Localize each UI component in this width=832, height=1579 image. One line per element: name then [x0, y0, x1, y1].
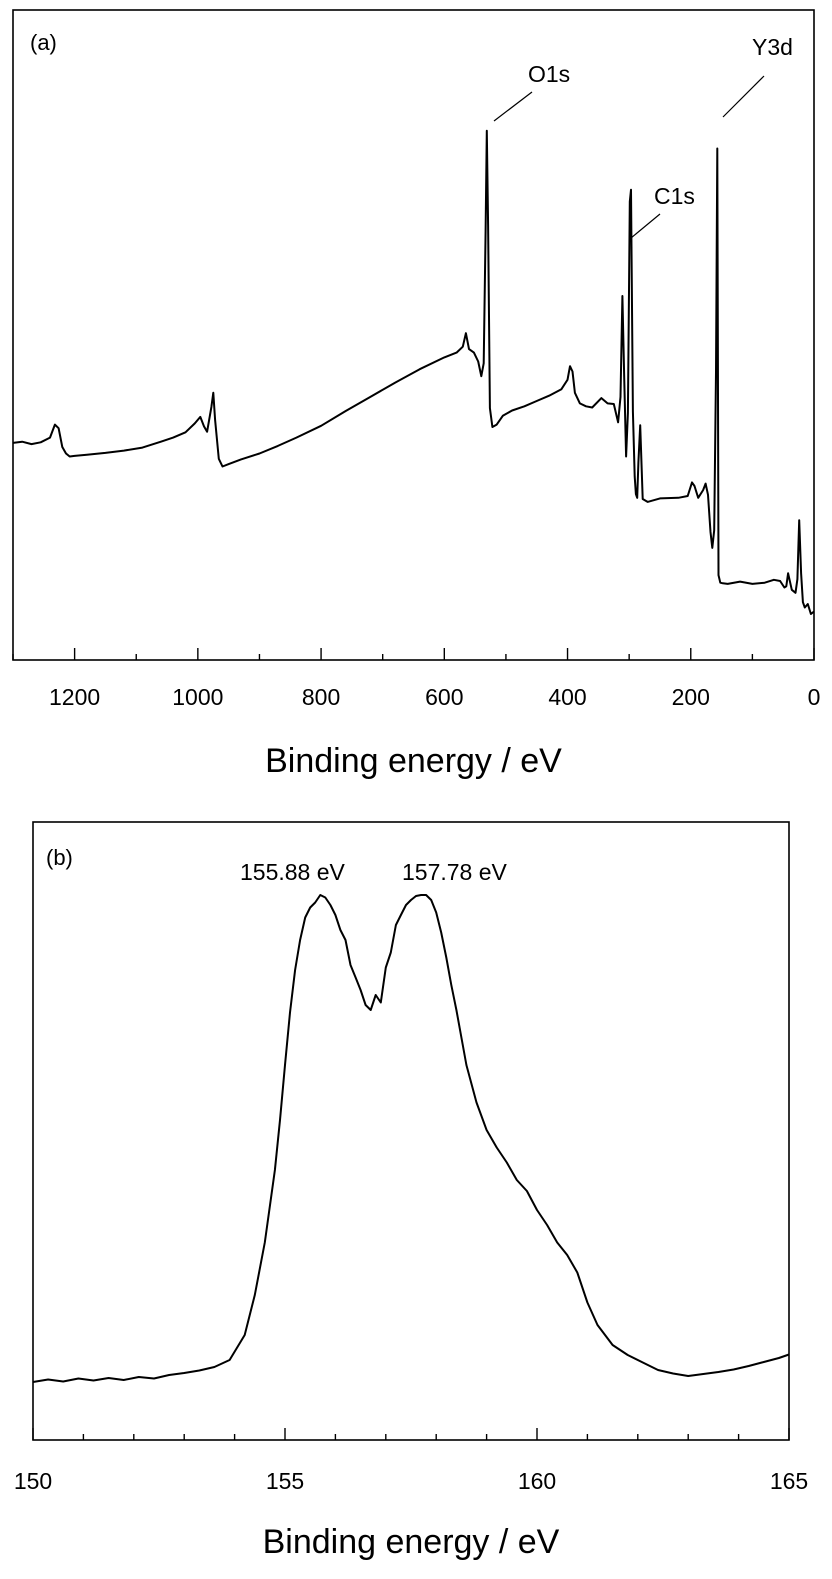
x-tick-label: 0: [808, 684, 821, 710]
x-tick-label: 1200: [49, 684, 100, 710]
plot-frame: [32, 821, 790, 1441]
x-tick-label: 200: [672, 684, 710, 710]
x-tick-label: 600: [425, 684, 463, 710]
panel-label: (a): [30, 30, 57, 55]
peak-label: Y3d: [752, 34, 793, 60]
x-tick-label: 800: [302, 684, 340, 710]
panel-a-survey-spectrum: 1200 1000 800 600 400 200 0 Binding energy / eV…: [12, 9, 821, 780]
x-tick-label: 400: [548, 684, 586, 710]
x-axis-title: Binding energy / eV: [263, 1523, 560, 1561]
peak-label: 155.88 eV: [240, 859, 346, 885]
peak-label: 157.78 eV: [402, 859, 508, 885]
peak-label: O1s: [528, 61, 570, 87]
x-tick-label: 155: [266, 1468, 304, 1494]
peak-leader-line: [630, 213, 661, 239]
peak-label: C1s: [654, 183, 695, 209]
peak-leader-line: [722, 75, 765, 118]
x-axis-title: Binding energy / eV: [265, 742, 562, 780]
spectrum-line: [12, 129, 815, 615]
panel-b-y3d-spectrum: 150 155 160 165 Binding energy / eV (b) 155.88…: [14, 821, 808, 1561]
spectrum-line: [32, 894, 790, 1383]
x-tick-label: 150: [14, 1468, 52, 1494]
x-tick-label: 160: [518, 1468, 556, 1494]
x-tick-label: 165: [770, 1468, 808, 1494]
x-tick-label: 1000: [172, 684, 223, 710]
plot-frame: [12, 9, 815, 661]
peak-leader-line: [493, 91, 533, 122]
panel-label: (b): [46, 845, 73, 870]
